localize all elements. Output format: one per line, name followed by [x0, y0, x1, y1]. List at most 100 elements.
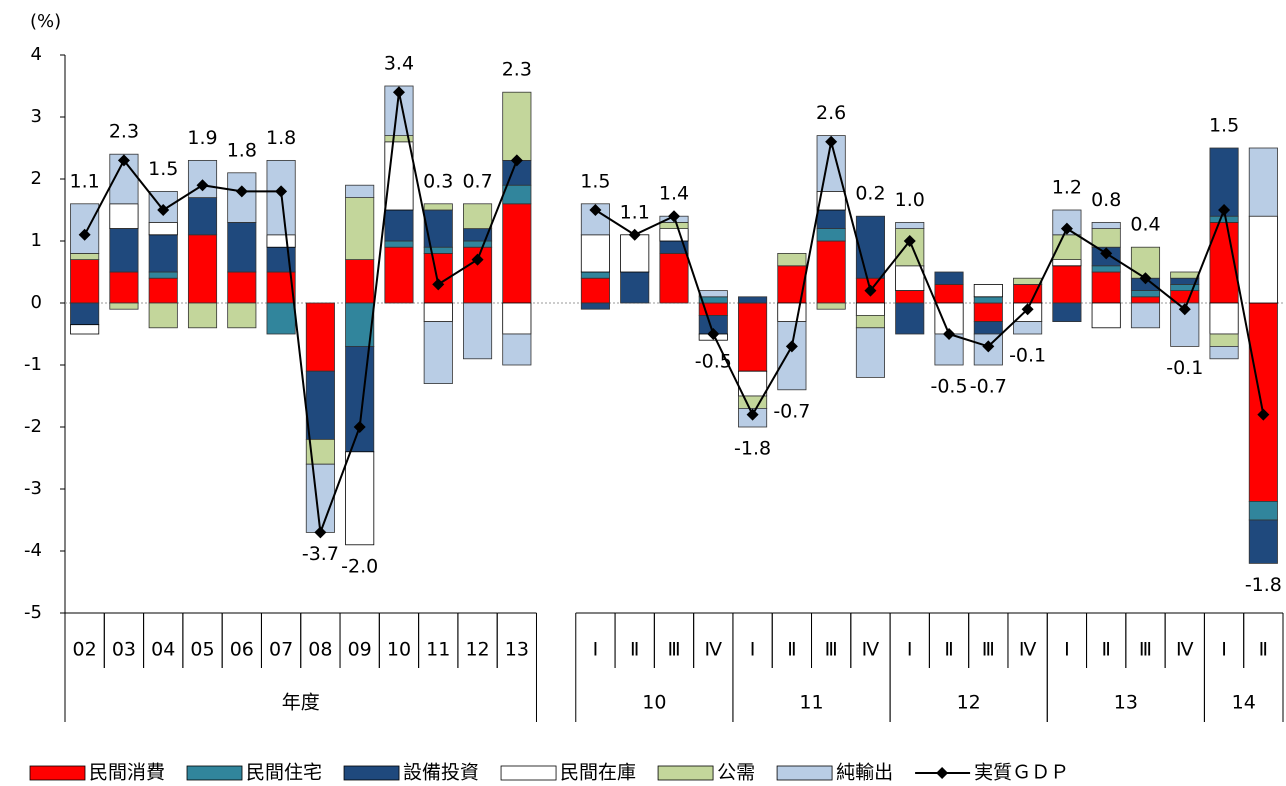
data-label: -0.1 [1009, 345, 1046, 367]
y-tick-label: 3 [31, 106, 42, 127]
legend-label: 民間消費 [89, 762, 165, 784]
legend-label: 民間在庫 [560, 762, 636, 784]
bar-segment [70, 259, 100, 304]
legend-swatch [500, 765, 557, 781]
bar-segment [816, 209, 846, 230]
data-label: -0.5 [695, 351, 732, 373]
bar-segment [305, 370, 335, 440]
bar-segment [659, 228, 689, 242]
bar-segment [1248, 147, 1278, 217]
gdp-marker [275, 185, 288, 198]
x-tick-label: Ⅱ [1259, 639, 1268, 661]
x-tick-label: Ⅰ [1221, 639, 1227, 661]
x-tick-label: 09 [348, 639, 372, 661]
bar-segment [148, 271, 178, 279]
bar-segment [973, 283, 1003, 298]
bar-segment [1170, 271, 1200, 279]
bar-segment [266, 246, 296, 273]
x-tick-label: 06 [230, 639, 254, 661]
x-tick-label: 10 [387, 639, 411, 661]
gdp-marker [196, 179, 209, 192]
bar-segment [973, 296, 1003, 304]
y-tick-label: 4 [31, 44, 42, 65]
gdp-marker [235, 185, 248, 198]
bar-segment [1013, 277, 1043, 285]
bar-segment [109, 228, 139, 273]
x-tick-label: Ⅳ [862, 639, 880, 661]
group-label: 13 [1114, 692, 1138, 714]
data-label: -0.7 [970, 376, 1007, 398]
legend-swatch [29, 765, 86, 781]
x-tick-label: 13 [505, 639, 529, 661]
bar-segment [345, 345, 375, 453]
bar-segment [1248, 500, 1278, 521]
bar-segment [502, 203, 532, 304]
bar-segment [1091, 271, 1121, 304]
bar-segment [227, 271, 257, 304]
bar-segment [620, 271, 650, 304]
bar-segment [1248, 302, 1278, 502]
bar-segment [895, 290, 925, 304]
bar-segment [1248, 215, 1278, 304]
bar-segment [423, 203, 453, 211]
data-label: 0.7 [462, 170, 492, 192]
data-label: 1.8 [266, 127, 296, 149]
group-label: 10 [642, 692, 666, 714]
data-label: 0.4 [1130, 214, 1160, 236]
group-label: 14 [1232, 692, 1256, 714]
bar-segment [855, 314, 885, 329]
data-label: 1.5 [580, 170, 610, 192]
gdp-marker [1257, 408, 1270, 421]
gdp-marker [746, 408, 759, 421]
data-label: 1.5 [148, 158, 178, 180]
bar-segment [70, 302, 100, 326]
bar-segment [580, 302, 610, 310]
gdp-marker [1139, 272, 1152, 285]
bar-segment [70, 252, 100, 260]
legend-swatch [343, 765, 400, 781]
gdp-marker [1060, 222, 1073, 235]
bar-segment [345, 259, 375, 304]
bar-segment [227, 302, 257, 329]
y-tick-label: -5 [24, 602, 42, 623]
bar-segment [1091, 265, 1121, 273]
bar-segment [502, 302, 532, 335]
legend-swatch [186, 765, 243, 781]
bar-segment [423, 209, 453, 248]
y-tick-label: -3 [24, 478, 42, 499]
x-tick-label: Ⅲ [825, 639, 838, 661]
data-label: 2.3 [502, 59, 532, 81]
x-tick-label: Ⅲ [667, 639, 680, 661]
data-label: 0.3 [423, 170, 453, 192]
x-tick-label: 02 [73, 639, 97, 661]
x-tick-label: 12 [465, 639, 489, 661]
bar-segment [187, 234, 218, 304]
bar-segment [580, 234, 610, 273]
bar-segment [70, 203, 100, 254]
gdp-marker [432, 278, 445, 291]
bar-segment [659, 252, 689, 304]
bar-segment [384, 246, 414, 304]
legend-label: 公需 [717, 762, 755, 784]
gdp-marker [903, 235, 916, 247]
y-tick-label: -1 [24, 354, 42, 375]
bar-segment [1091, 228, 1121, 248]
gdp-marker [982, 340, 995, 353]
gdp-marker [1218, 204, 1231, 216]
bar-segment [738, 302, 768, 372]
x-tick-label: Ⅳ [1019, 639, 1037, 661]
data-label: 1.4 [659, 183, 689, 205]
bar-segment [502, 333, 532, 366]
legend-label: 実質ＧＤＰ [974, 762, 1069, 784]
gdp-marker [117, 154, 130, 167]
x-tick-label: Ⅱ [944, 639, 953, 661]
bar-segment [580, 277, 610, 304]
y-tick-label: 0 [31, 292, 42, 313]
data-label: -1.8 [734, 438, 771, 460]
bar-segment [423, 246, 453, 254]
gdp-marker [471, 253, 484, 266]
bar-segment [148, 277, 178, 304]
bar-segment [1052, 259, 1082, 267]
y-tick-label: -4 [24, 540, 42, 561]
